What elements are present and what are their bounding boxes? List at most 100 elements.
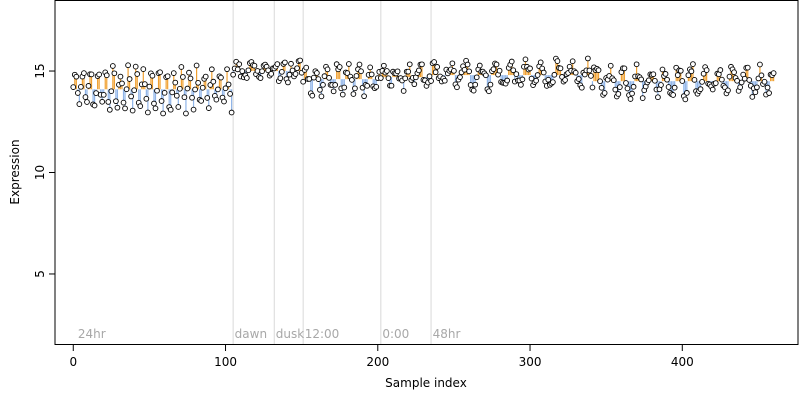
data-point-452 (758, 72, 765, 79)
data-point-123 (257, 75, 264, 81)
data-point-374 (639, 95, 646, 101)
data-point-259 (464, 61, 471, 68)
data-point-301 (528, 75, 535, 82)
data-point-10 (85, 83, 92, 89)
data-point-280 (496, 67, 503, 74)
data-point-32 (119, 80, 125, 87)
data-point-130 (268, 70, 275, 77)
data-point-305 (534, 72, 541, 78)
data-point-406 (688, 68, 695, 75)
data-point-436 (734, 77, 740, 84)
data-point-97 (218, 74, 224, 81)
data-point-420 (709, 86, 716, 93)
data-point-425 (717, 67, 724, 73)
data-point-20 (100, 91, 107, 98)
data-point-339 (586, 67, 593, 74)
data-point-80 (192, 86, 198, 93)
data-point-59 (160, 110, 166, 117)
x-tick-label: 300 (519, 355, 542, 369)
data-point-8 (82, 94, 89, 100)
data-point-102 (225, 81, 232, 88)
data-point-384 (655, 94, 661, 101)
data-point-108 (234, 66, 241, 73)
data-point-183 (349, 77, 355, 83)
data-point-341 (589, 84, 596, 91)
data-point-139 (282, 59, 288, 66)
data-point-289 (510, 67, 517, 74)
data-point-114 (243, 75, 250, 81)
data-point-53 (151, 100, 157, 107)
data-point-38 (128, 93, 134, 100)
data-point-355 (610, 77, 617, 84)
data-point-36 (125, 62, 131, 69)
data-point-178 (341, 84, 348, 91)
data-point-265 (473, 74, 480, 81)
data-point-206 (384, 68, 390, 74)
y-tick-label: 10 (33, 165, 47, 180)
data-point-370 (633, 61, 640, 68)
data-point-180 (344, 70, 351, 76)
data-point-381 (650, 71, 657, 78)
data-point-438 (737, 84, 743, 91)
data-point-403 (684, 90, 690, 96)
data-point-5 (78, 83, 84, 90)
data-point-430 (725, 87, 731, 94)
data-point-252 (454, 84, 460, 91)
data-point-295 (519, 76, 526, 83)
data-point-119 (251, 62, 258, 69)
data-point-234 (426, 73, 433, 80)
data-point-358 (615, 91, 622, 97)
data-point-7 (81, 70, 87, 76)
annotation-label: 12:00 (305, 327, 340, 341)
data-point-85 (199, 84, 206, 91)
data-point-167 (324, 66, 331, 73)
data-point-72 (180, 74, 186, 80)
data-point-261 (467, 82, 474, 88)
data-point-29 (114, 104, 121, 111)
data-point-26 (110, 63, 116, 69)
data-point-346 (597, 78, 603, 85)
data-point-412 (697, 86, 704, 93)
data-point-368 (630, 83, 637, 90)
data-point-235 (428, 78, 434, 84)
data-point-340 (588, 73, 594, 79)
data-point-25 (108, 88, 115, 95)
data-point-87 (202, 73, 209, 80)
data-point-457 (766, 90, 772, 96)
data-point-74 (183, 110, 189, 117)
data-point-271 (483, 72, 489, 79)
data-point-49 (145, 109, 151, 116)
data-point-4 (76, 101, 83, 107)
data-point-14 (91, 102, 98, 109)
data-point-347 (598, 84, 605, 91)
data-point-47 (141, 81, 148, 87)
data-point-17 (96, 71, 103, 78)
data-point-353 (607, 62, 614, 69)
data-point-304 (533, 77, 539, 84)
data-point-193 (364, 82, 370, 89)
data-point-359 (617, 84, 623, 90)
data-point-264 (472, 81, 479, 88)
data-point-330 (572, 69, 579, 76)
data-point-31 (117, 73, 124, 80)
data-point-408 (691, 76, 698, 83)
x-tick-label: 0 (69, 355, 77, 369)
data-point-55 (154, 87, 160, 94)
data-point-249 (449, 60, 456, 67)
data-point-338 (585, 55, 591, 62)
data-point-46 (140, 66, 147, 72)
data-point-163 (318, 93, 325, 100)
data-point-168 (326, 75, 332, 81)
data-point-413 (699, 79, 705, 85)
x-tick-label: 200 (366, 355, 389, 369)
data-point-111 (239, 68, 246, 74)
data-point-195 (367, 64, 374, 71)
data-point-199 (373, 84, 380, 90)
data-point-263 (470, 87, 477, 94)
data-point-28 (113, 98, 119, 105)
data-point-218 (402, 75, 409, 82)
data-point-141 (285, 79, 291, 86)
data-point-92 (210, 78, 217, 85)
data-point-382 (652, 77, 658, 84)
